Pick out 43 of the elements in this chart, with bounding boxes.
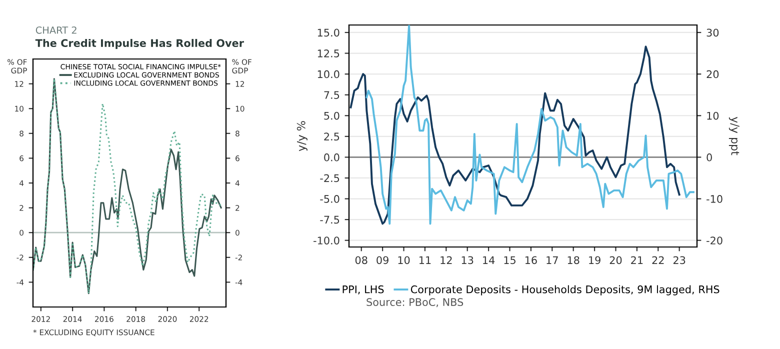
x-tick-label: 09	[376, 256, 388, 264]
y2-tick-label: -10	[706, 195, 722, 203]
x-tick-label: 15	[504, 256, 516, 264]
y2-tick-label: 20	[706, 70, 719, 78]
y2-tick-label: 0	[706, 153, 712, 162]
x-tick-label: 21	[631, 256, 643, 264]
y-tick-label: 15.0	[318, 28, 340, 37]
chart-title: The Credit Impulse Has Rolled Over	[35, 38, 244, 50]
y-tick-label: 2.5	[324, 132, 340, 141]
x-tick-label: 16	[525, 256, 537, 264]
line-series	[350, 46, 680, 225]
x-tick-label: 11	[419, 256, 431, 264]
y2-tick-label: -20	[706, 236, 722, 244]
x-tick-label: 13	[462, 256, 474, 264]
y-tick-label: -7.5	[320, 216, 340, 224]
y-tick-label: 12.5	[318, 49, 340, 58]
x-tick-label: 14	[483, 256, 495, 264]
y-tick-label: -2.5	[320, 174, 340, 182]
legend-label: Corporate Deposits - Households Deposits, 9M lagged, RHS	[410, 285, 720, 296]
y2-tick-label: 10	[707, 112, 719, 120]
x-tick-label: 23	[673, 256, 686, 264]
y-axis-title: y/y %	[296, 121, 308, 152]
line-series	[366, 25, 694, 225]
x-tick-label: 20	[610, 256, 622, 264]
x-tick-label: 10	[398, 256, 410, 264]
x-tick-label: 12	[440, 256, 452, 264]
legend-label: PPI, LHS	[342, 285, 384, 294]
x-tick-label: 08	[355, 256, 368, 264]
y-tick-label: 0.0	[324, 153, 340, 162]
y2-tick-label: 30	[706, 28, 719, 37]
x-tick-label: 22	[652, 256, 664, 264]
y-tick-label: 10.0	[318, 70, 340, 78]
source-note: Source: PBoC, NBS	[366, 298, 464, 308]
x-tick-label: 18	[568, 256, 580, 264]
y-tick-label: -10.0	[314, 236, 340, 244]
line-series	[33, 78, 222, 294]
x-tick-label: 17	[546, 256, 558, 264]
chart-subtitle: CHART 2	[36, 26, 76, 34]
x-tick-label: 19	[589, 256, 600, 264]
y2-axis-title: y/y ppt	[728, 116, 740, 156]
y-tick-label: -5.0	[320, 195, 340, 203]
y-tick-label: 5.0	[324, 112, 340, 120]
y-tick-label: 7.5	[324, 91, 340, 99]
